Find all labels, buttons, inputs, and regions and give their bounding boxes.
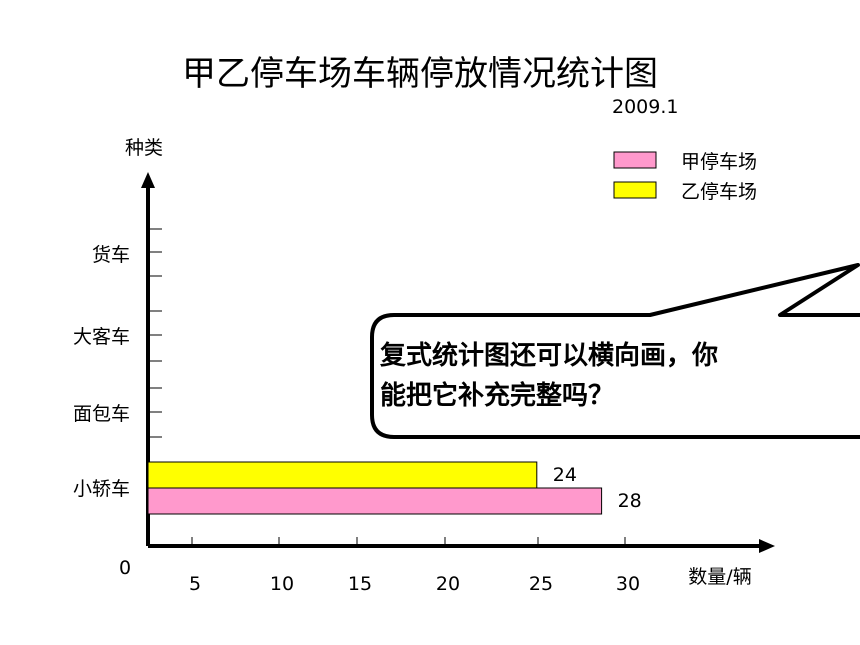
speech-bubble-shape (370, 263, 860, 439)
x-tick-label: 10 (270, 573, 294, 595)
bar-jia (147, 487, 603, 515)
bars (147, 461, 603, 515)
callout-line-2: 能把它补充完整吗？ (380, 381, 615, 411)
y-axis-label: 种类 (125, 137, 163, 159)
category-label: 大客车 (73, 326, 130, 348)
legend-swatch (613, 151, 657, 169)
category-label: 货车 (92, 244, 130, 266)
x-tick-label: 20 (436, 573, 460, 595)
x-axis-arrow (759, 539, 775, 553)
category-label: 面包车 (73, 403, 130, 425)
legend-swatch (613, 181, 657, 199)
category-label: 小轿车 (73, 478, 130, 500)
x-tick-label: 25 (529, 573, 553, 595)
legend-label: 乙停车场 (681, 181, 757, 203)
origin-label: 0 (119, 557, 131, 579)
x-axis-label: 数量/辆 (688, 566, 751, 588)
x-tick-label: 30 (616, 573, 640, 595)
x-tick-label: 15 (348, 573, 372, 595)
legend-label: 甲停车场 (681, 151, 757, 173)
chart-subtitle: 2009.1 (612, 96, 679, 118)
chart-title: 甲乙停车场车辆停放情况统计图 (182, 54, 658, 94)
bar-yi (147, 461, 538, 489)
speech-bubble (370, 263, 860, 439)
callout-text: 复式统计图还可以横向画，你 能把它补充完整吗？ (380, 336, 840, 416)
y-axis-arrow (141, 172, 155, 188)
x-tick-label: 5 (189, 573, 201, 595)
bar-value-label: 24 (553, 464, 577, 486)
bar-value-label: 28 (618, 490, 642, 512)
callout-line-1: 复式统计图还可以横向画，你 (380, 341, 719, 371)
